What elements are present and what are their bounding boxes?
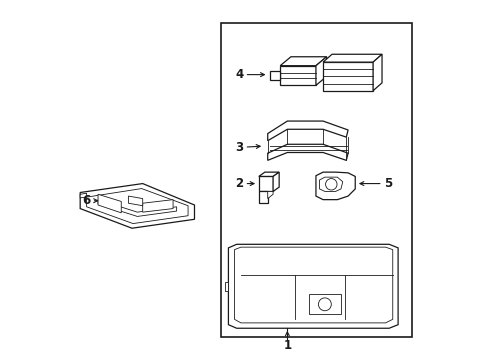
Polygon shape	[315, 57, 326, 85]
Text: 4: 4	[235, 68, 243, 81]
Polygon shape	[228, 244, 397, 328]
Polygon shape	[323, 62, 372, 91]
Circle shape	[318, 298, 331, 311]
Polygon shape	[224, 282, 228, 291]
Text: 6: 6	[82, 194, 90, 207]
Polygon shape	[269, 71, 280, 80]
Polygon shape	[280, 66, 315, 85]
Polygon shape	[267, 192, 272, 199]
Polygon shape	[258, 172, 279, 176]
Polygon shape	[280, 57, 326, 66]
Polygon shape	[98, 194, 121, 213]
Polygon shape	[323, 54, 381, 62]
Polygon shape	[272, 172, 279, 192]
Text: 5: 5	[383, 177, 391, 190]
Text: 2: 2	[235, 177, 243, 190]
Polygon shape	[372, 54, 381, 91]
Polygon shape	[86, 189, 188, 224]
Polygon shape	[319, 177, 342, 192]
Polygon shape	[142, 200, 173, 212]
Text: 3: 3	[235, 141, 243, 154]
Text: 1: 1	[283, 338, 291, 351]
Polygon shape	[258, 192, 267, 203]
Polygon shape	[315, 172, 354, 200]
Polygon shape	[234, 247, 392, 323]
Bar	[221, 23, 411, 337]
Polygon shape	[267, 144, 347, 160]
Polygon shape	[128, 196, 142, 206]
Polygon shape	[258, 176, 272, 192]
Polygon shape	[80, 184, 194, 228]
Circle shape	[325, 179, 336, 190]
Polygon shape	[80, 193, 86, 198]
Polygon shape	[267, 121, 347, 141]
Polygon shape	[98, 200, 176, 216]
Bar	[308, 294, 340, 314]
